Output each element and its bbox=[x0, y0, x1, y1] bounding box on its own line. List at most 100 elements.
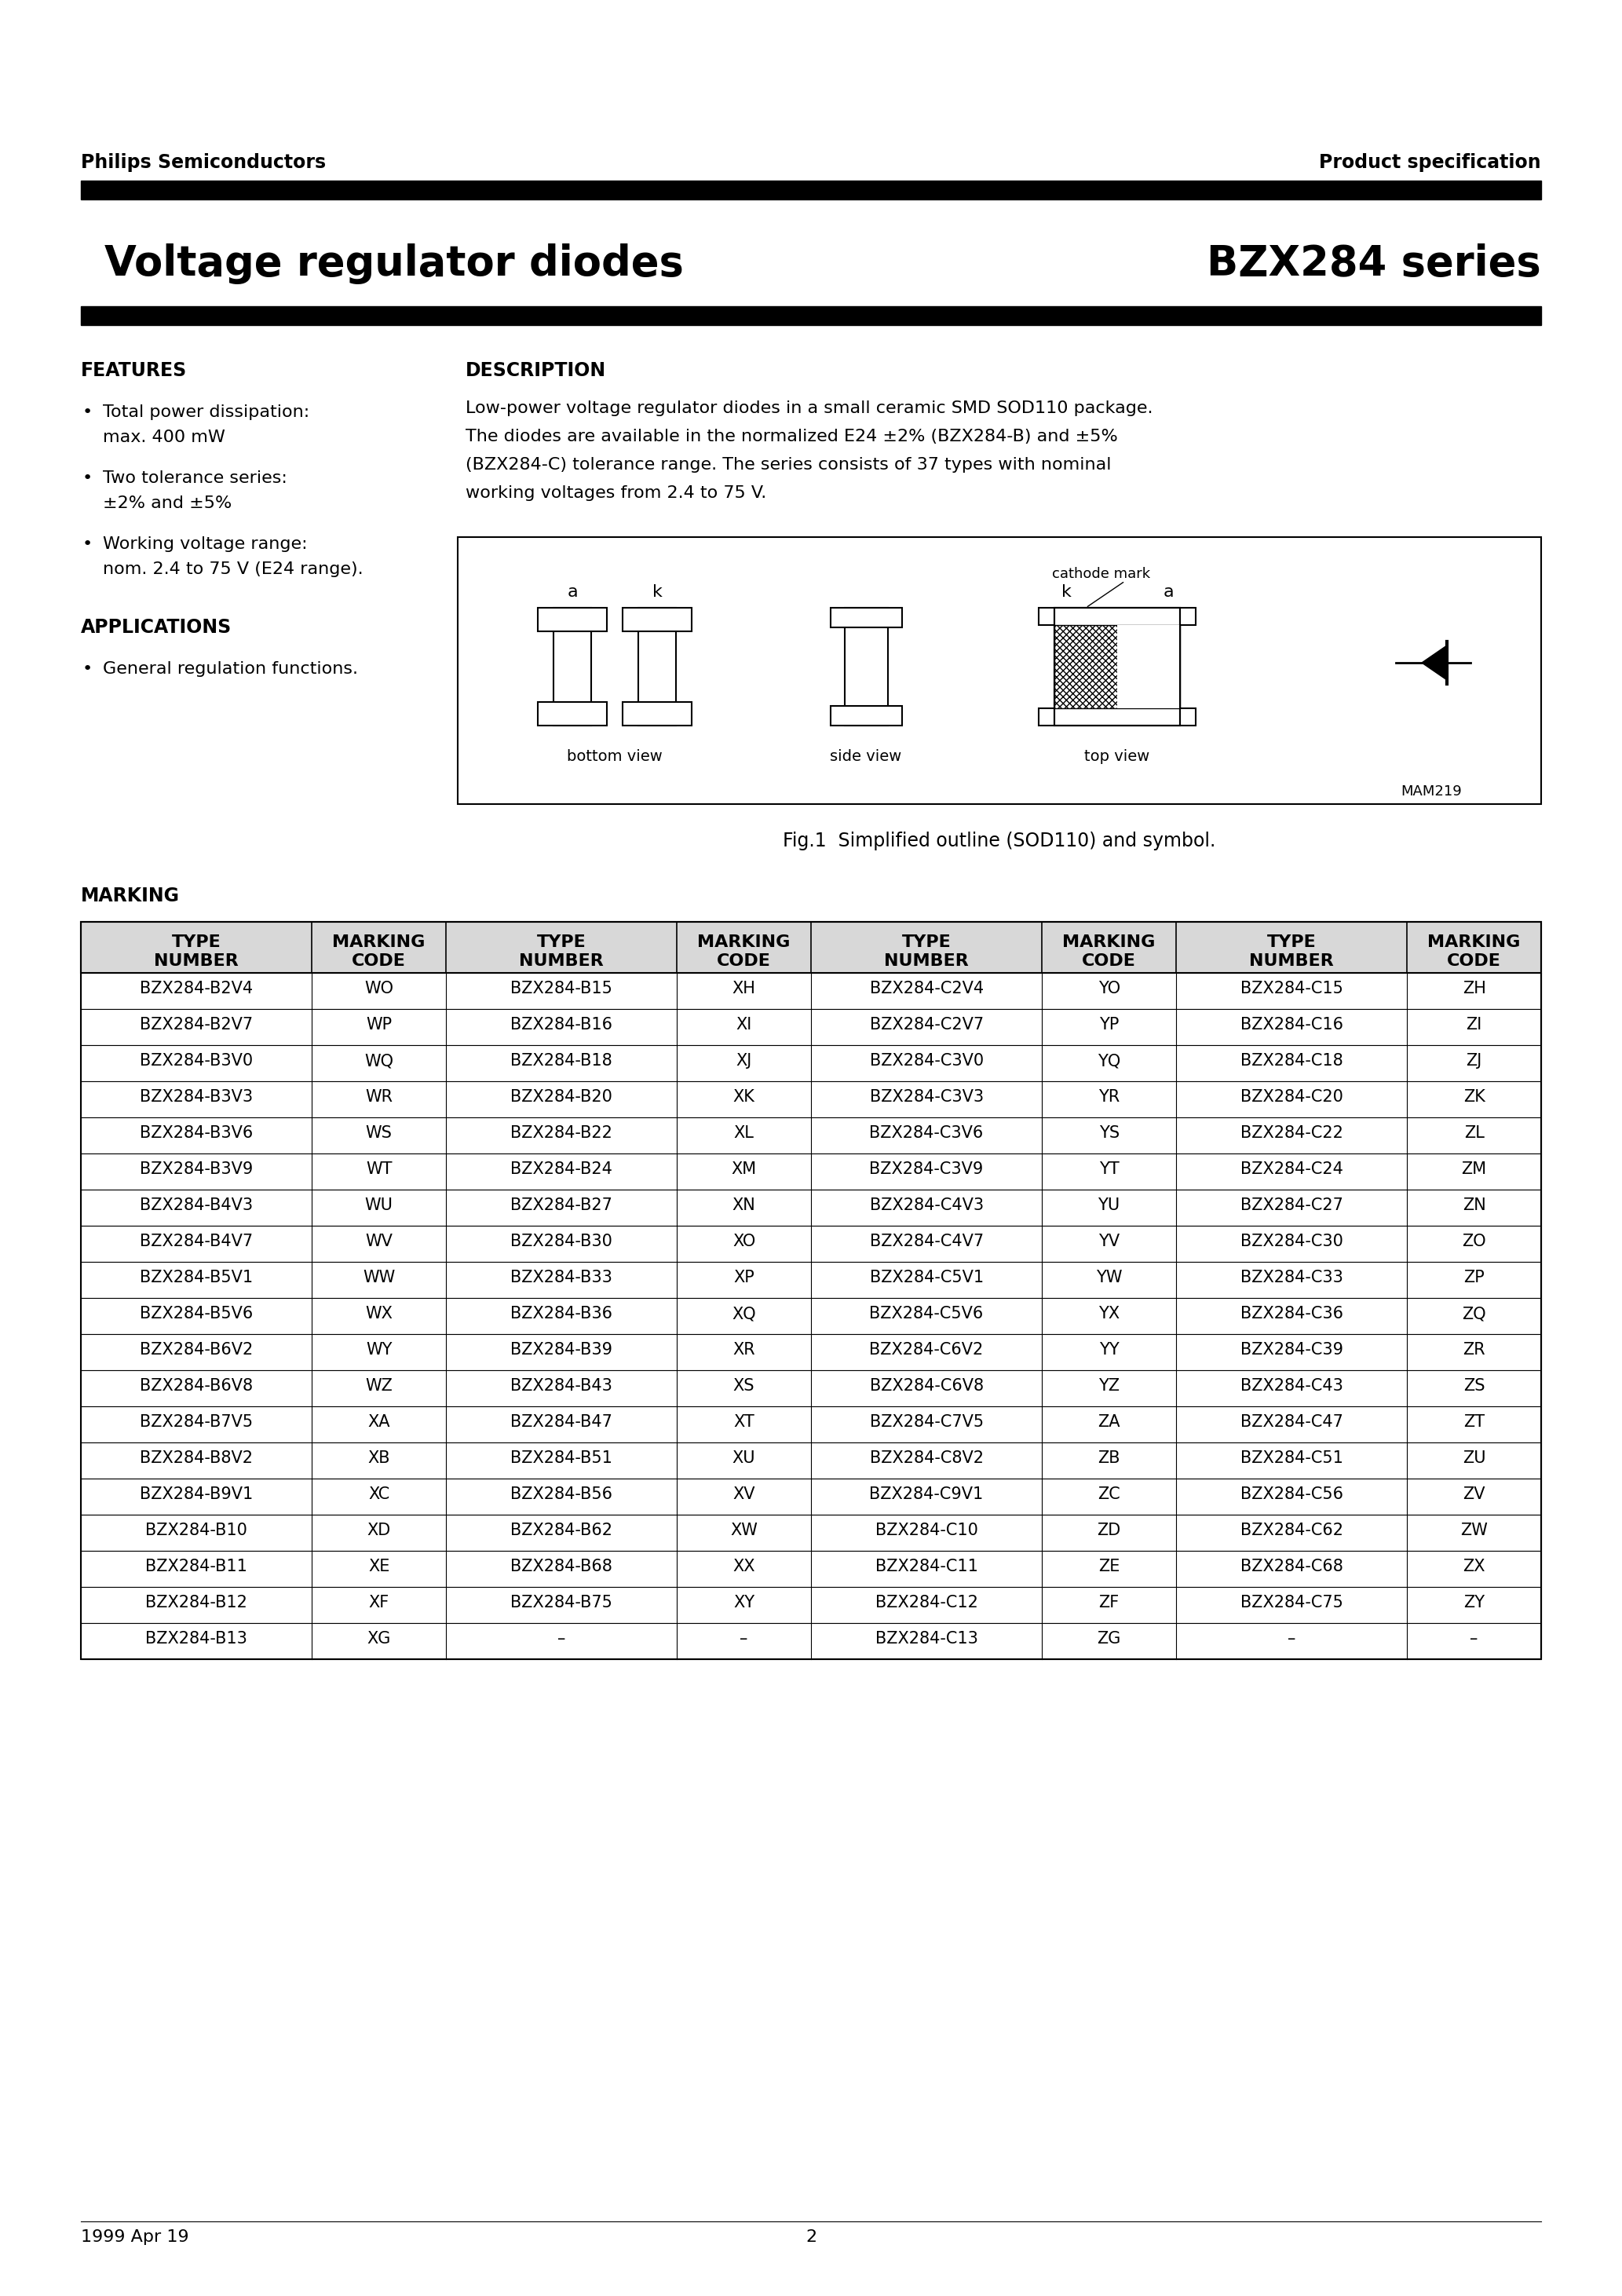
Bar bbox=[81, 974, 1541, 1008]
Text: YY: YY bbox=[1100, 1341, 1119, 1357]
Text: Philips Semiconductors: Philips Semiconductors bbox=[81, 154, 326, 172]
Text: nom. 2.4 to 75 V (E24 range).: nom. 2.4 to 75 V (E24 range). bbox=[102, 563, 363, 576]
Text: BZX284-B3V6: BZX284-B3V6 bbox=[139, 1125, 253, 1141]
Text: BZX284-C18: BZX284-C18 bbox=[1241, 1054, 1343, 1068]
Text: BZX284-C33: BZX284-C33 bbox=[1241, 1270, 1343, 1286]
Text: ZQ: ZQ bbox=[1461, 1306, 1486, 1322]
Text: XL: XL bbox=[733, 1125, 754, 1141]
Text: ZY: ZY bbox=[1463, 1596, 1484, 1609]
Text: TYPE: TYPE bbox=[902, 934, 950, 951]
Text: BZX284-C2V4: BZX284-C2V4 bbox=[869, 980, 983, 996]
Text: BZX284-B2V7: BZX284-B2V7 bbox=[139, 1017, 253, 1033]
Bar bbox=[81, 181, 1541, 200]
Text: BZX284-B33: BZX284-B33 bbox=[511, 1270, 613, 1286]
Text: •: • bbox=[83, 537, 92, 551]
Text: ZU: ZU bbox=[1463, 1451, 1486, 1467]
Text: ZV: ZV bbox=[1463, 1486, 1486, 1502]
Text: NUMBER: NUMBER bbox=[1249, 953, 1333, 969]
Text: BZX284-C24: BZX284-C24 bbox=[1241, 1162, 1343, 1178]
Text: BZX284-B15: BZX284-B15 bbox=[511, 980, 613, 996]
Text: XG: XG bbox=[367, 1630, 391, 1646]
Text: WV: WV bbox=[365, 1233, 393, 1249]
Text: XD: XD bbox=[367, 1522, 391, 1538]
Bar bbox=[1054, 608, 1179, 726]
Text: MAM219: MAM219 bbox=[1401, 785, 1461, 799]
Text: ZJ: ZJ bbox=[1466, 1054, 1483, 1068]
Text: BZX284-C15: BZX284-C15 bbox=[1241, 980, 1343, 996]
Text: XE: XE bbox=[368, 1559, 389, 1575]
Text: ZA: ZA bbox=[1098, 1414, 1121, 1430]
Text: BZX284-C5V1: BZX284-C5V1 bbox=[869, 1270, 983, 1286]
Text: YW: YW bbox=[1096, 1270, 1122, 1286]
Text: •: • bbox=[83, 404, 92, 420]
Text: BZX284-B18: BZX284-B18 bbox=[511, 1054, 613, 1068]
Bar bbox=[81, 1371, 1541, 1407]
Text: ZI: ZI bbox=[1466, 1017, 1483, 1033]
Text: side view: side view bbox=[830, 748, 902, 765]
Bar bbox=[1054, 625, 1179, 707]
Text: XC: XC bbox=[368, 1486, 389, 1502]
Text: Low-power voltage regulator diodes in a small ceramic SMD SOD110 package.: Low-power voltage regulator diodes in a … bbox=[466, 400, 1153, 416]
Text: BZX284-C43: BZX284-C43 bbox=[1241, 1378, 1343, 1394]
Bar bbox=[81, 1118, 1541, 1153]
Bar bbox=[81, 1334, 1541, 1371]
Polygon shape bbox=[1422, 645, 1447, 680]
Text: XX: XX bbox=[733, 1559, 756, 1575]
Text: BZX284-C39: BZX284-C39 bbox=[1241, 1341, 1343, 1357]
Text: XU: XU bbox=[732, 1451, 756, 1467]
Text: ZN: ZN bbox=[1463, 1199, 1486, 1212]
Text: YV: YV bbox=[1098, 1233, 1119, 1249]
Text: NUMBER: NUMBER bbox=[884, 953, 968, 969]
Text: ZT: ZT bbox=[1463, 1414, 1484, 1430]
Text: BZX284-B6V2: BZX284-B6V2 bbox=[139, 1341, 253, 1357]
Text: XB: XB bbox=[368, 1451, 389, 1467]
Text: ZS: ZS bbox=[1463, 1378, 1484, 1394]
Bar bbox=[539, 703, 607, 726]
Bar bbox=[830, 608, 902, 627]
Text: BZX284-C6V2: BZX284-C6V2 bbox=[869, 1341, 983, 1357]
Text: TYPE: TYPE bbox=[172, 934, 221, 951]
Text: a: a bbox=[568, 583, 577, 599]
Text: XO: XO bbox=[733, 1233, 756, 1249]
Text: BZX284-B12: BZX284-B12 bbox=[146, 1596, 247, 1609]
Text: ZH: ZH bbox=[1463, 980, 1486, 996]
Bar bbox=[81, 1263, 1541, 1297]
Text: CODE: CODE bbox=[717, 953, 770, 969]
Text: Total power dissipation:: Total power dissipation: bbox=[102, 404, 310, 420]
Text: WW: WW bbox=[363, 1270, 396, 1286]
Text: WZ: WZ bbox=[365, 1378, 393, 1394]
Text: BZX284-C75: BZX284-C75 bbox=[1241, 1596, 1343, 1609]
Text: BZX284-B36: BZX284-B36 bbox=[511, 1306, 613, 1322]
Text: XS: XS bbox=[733, 1378, 754, 1394]
Text: BZX284-C6V8: BZX284-C6V8 bbox=[869, 1378, 983, 1394]
Text: BZX284-C12: BZX284-C12 bbox=[876, 1596, 978, 1609]
Text: WP: WP bbox=[367, 1017, 393, 1033]
Text: BZX284-C36: BZX284-C36 bbox=[1241, 1306, 1343, 1322]
Text: TYPE: TYPE bbox=[537, 934, 586, 951]
Text: Two tolerance series:: Two tolerance series: bbox=[102, 471, 287, 487]
Bar bbox=[623, 608, 691, 631]
Text: BZX284-B2V4: BZX284-B2V4 bbox=[139, 980, 253, 996]
Text: (BZX284-C) tolerance range. The series consists of 37 types with nominal: (BZX284-C) tolerance range. The series c… bbox=[466, 457, 1111, 473]
Text: YS: YS bbox=[1098, 1125, 1119, 1141]
Text: Fig.1  Simplified outline (SOD110) and symbol.: Fig.1 Simplified outline (SOD110) and sy… bbox=[783, 831, 1216, 850]
Text: ZK: ZK bbox=[1463, 1088, 1486, 1104]
Text: XN: XN bbox=[732, 1199, 756, 1212]
Text: Working voltage range:: Working voltage range: bbox=[102, 537, 308, 551]
Text: WO: WO bbox=[365, 980, 394, 996]
Text: CODE: CODE bbox=[1082, 953, 1135, 969]
Text: General regulation functions.: General regulation functions. bbox=[102, 661, 358, 677]
Text: BZX284-B3V3: BZX284-B3V3 bbox=[139, 1088, 253, 1104]
Text: BZX284-B3V0: BZX284-B3V0 bbox=[139, 1054, 253, 1068]
Text: YO: YO bbox=[1098, 980, 1121, 996]
Text: 2: 2 bbox=[806, 2229, 816, 2245]
Bar bbox=[845, 608, 887, 726]
Bar bbox=[1054, 608, 1179, 726]
Bar bbox=[457, 537, 1541, 804]
Text: BZX284-B16: BZX284-B16 bbox=[511, 1017, 613, 1033]
Text: max. 400 mW: max. 400 mW bbox=[102, 429, 225, 445]
Text: ZF: ZF bbox=[1098, 1596, 1119, 1609]
Text: BZX284-C16: BZX284-C16 bbox=[1241, 1017, 1343, 1033]
Text: CODE: CODE bbox=[352, 953, 406, 969]
Text: WQ: WQ bbox=[365, 1054, 394, 1068]
